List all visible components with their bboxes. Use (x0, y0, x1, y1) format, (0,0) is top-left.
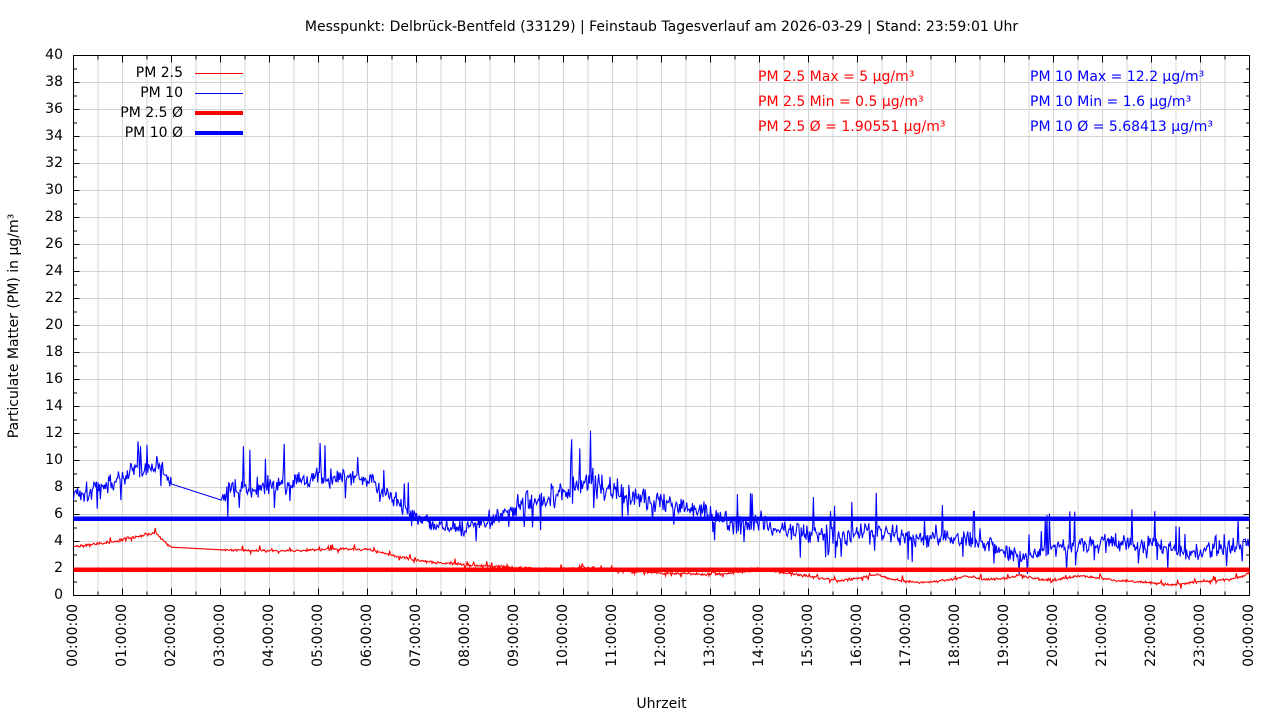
x-tick-label: 18:00:00 (947, 604, 963, 667)
x-tick-label: 06:00:00 (359, 604, 375, 667)
x-tick-label: 10:00:00 (555, 604, 571, 667)
x-tick-label: 04:00:00 (261, 604, 277, 667)
y-tick-label: 14 (45, 398, 63, 414)
pm25-series-line (73, 527, 1250, 589)
x-tick-label: 14:00:00 (751, 604, 767, 667)
y-tick-label: 2 (54, 560, 63, 576)
x-tick-label: 00:00:00 (65, 604, 81, 667)
y-tick-label: 36 (45, 101, 63, 117)
y-tick-label: 6 (54, 506, 63, 522)
stats-pm25-avg: PM 2.5 Ø = 1.90551 µg/m³ (758, 119, 946, 135)
y-tick-label: 4 (54, 533, 63, 549)
axis-ticks (73, 55, 1250, 596)
x-tick-label: 08:00:00 (457, 604, 473, 667)
x-tick-label: 03:00:00 (212, 604, 228, 667)
x-tick-label: 00:00:00 (1241, 604, 1257, 667)
legend-line-sample-pm25-avg (195, 111, 243, 115)
x-tick-label: 02:00:00 (163, 604, 179, 667)
pm10-series-line (73, 430, 1250, 574)
stats-pm25: PM 2.5 Max = 5 µg/m³ PM 2.5 Min = 0.5 µg… (758, 65, 945, 140)
x-tick-label: 20:00:00 (1045, 604, 1061, 667)
legend-label-pm10-avg: PM 10 Ø (124, 125, 183, 141)
x-tick-label: 01:00:00 (114, 604, 130, 667)
y-tick-label: 10 (45, 452, 63, 468)
stats-pm25-min: PM 2.5 Min = 0.5 µg/m³ (758, 94, 924, 110)
legend-row-pm25-avg: PM 2.5 Ø (99, 103, 243, 123)
legend-row-pm10-avg: PM 10 Ø (99, 123, 243, 143)
y-tick-label: 20 (45, 317, 63, 333)
y-tick-label: 32 (45, 155, 63, 171)
chart-title: Messpunkt: Delbrück-Bentfeld (33129) | F… (304, 19, 1019, 35)
y-tick-label: 38 (45, 74, 63, 90)
legend-line-sample-pm10 (195, 92, 243, 94)
legend: PM 2.5 PM 10 PM 2.5 Ø PM 10 Ø (99, 63, 243, 143)
x-tick-label: 21:00:00 (1094, 604, 1110, 667)
x-tick-label: 13:00:00 (702, 604, 718, 667)
legend-row-pm10: PM 10 (99, 83, 243, 103)
x-tick-label: 07:00:00 (408, 604, 424, 667)
y-tick-label: 0 (54, 587, 63, 603)
y-tick-label: 24 (45, 263, 63, 279)
x-tick-label: 11:00:00 (604, 604, 620, 667)
x-tick-label: 16:00:00 (849, 604, 865, 667)
plot-area (73, 55, 1250, 596)
legend-label-pm25-avg: PM 2.5 Ø (120, 105, 183, 121)
legend-line-sample-pm25 (195, 72, 243, 74)
x-tick-label: 15:00:00 (800, 604, 816, 667)
stats-pm10-min: PM 10 Min = 1.6 µg/m³ (1030, 94, 1192, 110)
x-tick-label: 12:00:00 (653, 604, 669, 667)
stats-pm10-avg: PM 10 Ø = 5.68413 µg/m³ (1030, 119, 1213, 135)
stats-pm10-max: PM 10 Max = 12.2 µg/m³ (1030, 69, 1205, 85)
x-tick-label: 09:00:00 (506, 604, 522, 667)
x-tick-label: 22:00:00 (1143, 604, 1159, 667)
y-tick-label: 18 (45, 344, 63, 360)
legend-label-pm25: PM 2.5 (135, 65, 183, 81)
y-tick-label: 22 (45, 290, 63, 306)
legend-row-pm25: PM 2.5 (99, 63, 243, 83)
y-tick-label: 30 (45, 182, 63, 198)
y-tick-label: 28 (45, 209, 63, 225)
y-tick-label: 34 (45, 128, 63, 144)
y-tick-label: 8 (54, 479, 63, 495)
x-tick-label: 23:00:00 (1192, 604, 1208, 667)
x-axis-title: Uhrzeit (636, 696, 687, 712)
x-tick-label: 05:00:00 (310, 604, 326, 667)
x-tick-label: 19:00:00 (996, 604, 1012, 667)
plot-frame (73, 55, 1250, 596)
gridlines (73, 55, 1250, 596)
stats-pm10: PM 10 Max = 12.2 µg/m³ PM 10 Min = 1.6 µ… (1030, 65, 1213, 140)
y-tick-label: 40 (45, 47, 63, 63)
y-tick-label: 26 (45, 236, 63, 252)
y-tick-label: 16 (45, 371, 63, 387)
stats-pm25-max: PM 2.5 Max = 5 µg/m³ (758, 69, 915, 85)
x-tick-label: 17:00:00 (898, 604, 914, 667)
y-tick-label: 12 (45, 425, 63, 441)
legend-line-sample-pm10-avg (195, 131, 243, 135)
legend-label-pm10: PM 10 (140, 85, 183, 101)
